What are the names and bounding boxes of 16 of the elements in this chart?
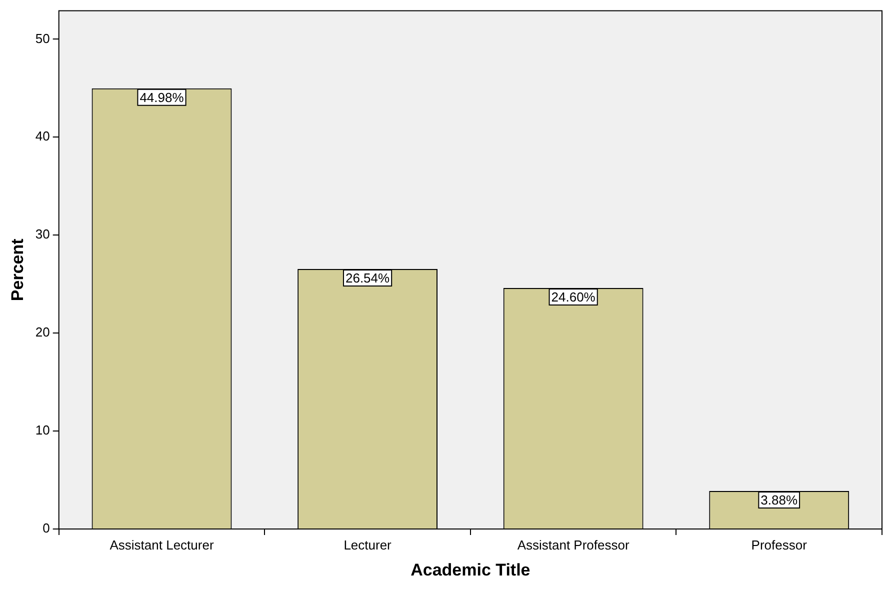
y-tick-label: 10 bbox=[35, 422, 50, 438]
data-label: 24.60% bbox=[551, 290, 596, 305]
x-axis-title: Academic Title bbox=[410, 560, 530, 580]
x-tick-label: Assistant Professor bbox=[517, 537, 630, 552]
y-tick-label: 50 bbox=[35, 30, 50, 46]
y-tick-label: 40 bbox=[35, 128, 50, 144]
x-tick-label: Lecturer bbox=[344, 537, 392, 552]
data-label: 3.88% bbox=[760, 492, 798, 508]
x-tick-label: Professor bbox=[751, 537, 808, 552]
y-tick-label: 20 bbox=[35, 324, 50, 340]
data-label: 26.54% bbox=[345, 270, 390, 286]
x-tick-label: Assistant Lecturer bbox=[110, 537, 214, 552]
y-axis-title: Percent bbox=[8, 238, 27, 302]
data-label: 44.98% bbox=[140, 90, 184, 105]
y-tick-label: 30 bbox=[35, 226, 50, 242]
y-tick-label: 0 bbox=[42, 520, 50, 536]
